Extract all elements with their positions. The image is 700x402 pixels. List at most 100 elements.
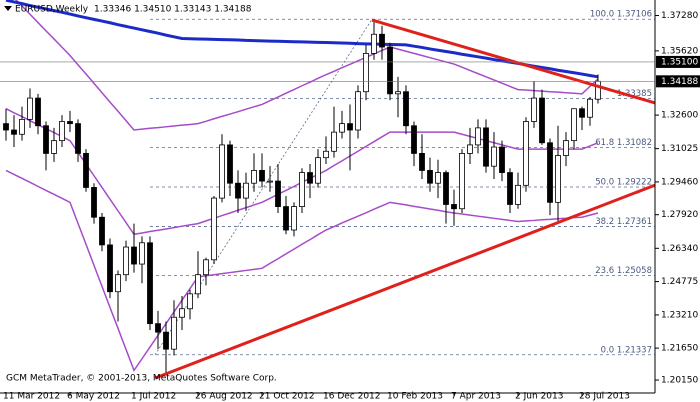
candle-body	[499, 146, 505, 173]
price-label-box	[656, 55, 700, 68]
candle-body	[195, 274, 201, 295]
moving-average	[5, 0, 599, 79]
candle-body	[371, 33, 377, 54]
candle-body	[123, 246, 129, 276]
price-label-box	[656, 75, 700, 88]
fib-label: 23.6 1.25058	[595, 266, 652, 276]
symbol-icon	[4, 6, 12, 11]
chart-title: EURUSD,Weekly	[15, 5, 89, 15]
candle-body	[395, 91, 401, 95]
trendline	[154, 183, 655, 380]
candle-body	[115, 274, 121, 293]
candle-body	[411, 125, 417, 154]
candle-body	[571, 108, 577, 142]
candle-body	[427, 170, 433, 184]
band-lower	[5, 169, 599, 373]
candle-body	[451, 204, 457, 210]
candle-body	[291, 206, 297, 231]
candle-body	[379, 33, 385, 48]
y-tick-label: 1.21650	[661, 344, 698, 354]
candle-body	[339, 123, 345, 133]
chart-subtitle: 1.33346 1.34510 1.33143 1.34188	[94, 5, 252, 15]
fib-label: 100.0 1.37106	[590, 10, 652, 20]
candle-body	[91, 187, 97, 218]
y-tick-label: 1.20150	[661, 376, 698, 386]
candle-body	[43, 125, 49, 154]
candle-body	[59, 121, 65, 142]
y-tick-label: 1.23210	[661, 310, 698, 320]
candle-body	[51, 140, 57, 154]
x-tick-label: 2 Jun 2013	[515, 392, 563, 402]
x-tick-label: 1 Jul 2012	[131, 392, 176, 402]
candle-body	[507, 172, 513, 205]
candle-body	[403, 91, 409, 127]
candle-body	[275, 180, 281, 208]
x-tick-label: 11 Mar 2012	[3, 392, 60, 402]
y-tick-label: 1.26340	[661, 244, 698, 254]
candle-body	[179, 308, 185, 318]
candle-body	[563, 140, 569, 156]
candle-body	[203, 259, 209, 276]
candle-body	[99, 216, 105, 246]
candle-body	[555, 155, 561, 203]
x-tick-label: 21 Oct 2012	[259, 392, 315, 402]
fib-label: 1.33385	[617, 89, 652, 99]
candle-body	[547, 142, 553, 203]
candle-body	[83, 153, 89, 188]
candle-body	[595, 80, 601, 100]
candle-body	[243, 182, 249, 199]
candle-body	[107, 244, 113, 293]
y-tick-label: 1.29460	[661, 177, 698, 187]
fib-label: 50.0 1.29222	[595, 177, 652, 187]
fib-label: 0.0 1.21337	[601, 345, 652, 355]
footer: GCM MetaTrader, © 2001-2013, MetaQuotes …	[6, 374, 277, 384]
candle-body	[531, 97, 537, 122]
candle-body	[259, 170, 265, 182]
candle-body	[459, 153, 465, 210]
candle-body	[579, 108, 585, 118]
candle-body	[211, 197, 217, 261]
candle-body	[523, 121, 529, 186]
candle-body	[443, 172, 449, 205]
plot-area: 100.0 1.37106 1.33385 61.8 1.31082 50.0 1.2…	[3, 0, 655, 380]
fib-label: 61.8 1.31082	[595, 138, 652, 148]
candle-body	[235, 182, 241, 199]
x-tick-label: 10 Feb 2013	[387, 392, 443, 402]
candle-body	[483, 127, 489, 167]
candle-body	[331, 131, 337, 152]
candle-body	[387, 46, 393, 95]
candle-body	[35, 97, 41, 127]
y-tick-label: 1.37280	[661, 11, 698, 21]
trendline	[371, 18, 655, 105]
candle-body	[19, 118, 25, 135]
x-tick-label: 26 Aug 2012	[195, 392, 253, 402]
candle-body	[67, 121, 73, 125]
candle-body	[315, 157, 321, 184]
candle-body	[467, 144, 473, 154]
candle-body	[227, 144, 233, 184]
y-tick-label: 1.24775	[661, 277, 698, 287]
x-tick-label: 16 Dec 2012	[323, 392, 381, 402]
candle-body	[419, 153, 425, 171]
candle-body	[147, 242, 153, 325]
candle-body	[587, 98, 593, 118]
candle-body	[219, 144, 225, 199]
candle-body	[11, 129, 17, 135]
candle-body	[475, 127, 481, 146]
y-tick-label: 1.31025	[661, 144, 698, 154]
candle-body	[299, 172, 305, 208]
candle-body	[267, 180, 273, 183]
candle-body	[139, 242, 145, 265]
candle-body	[323, 150, 329, 159]
candle-body	[355, 91, 361, 131]
x-tick-label: 28 Jul 2013	[579, 392, 630, 402]
y-tick-label: 1.35620	[661, 46, 698, 56]
candle-body	[491, 146, 497, 167]
candle-body	[347, 123, 353, 131]
candle-body	[283, 206, 289, 231]
price-label: 1.35100	[661, 57, 698, 67]
candle-body	[155, 323, 161, 333]
candle-body	[539, 97, 545, 144]
candle-body	[75, 123, 81, 154]
